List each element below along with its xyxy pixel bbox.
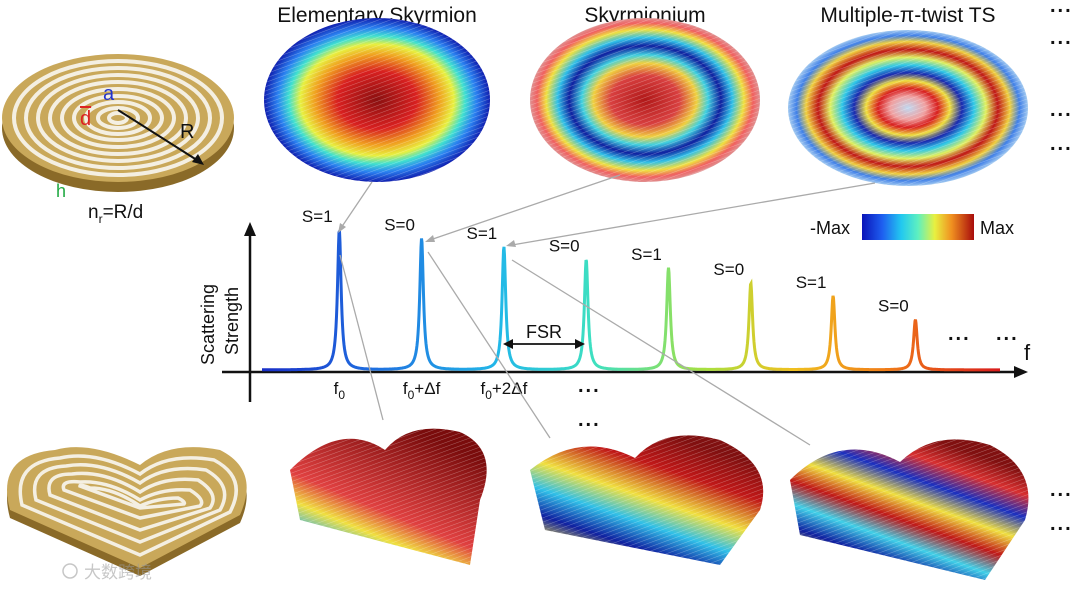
heart-skyrmion-texture-image bbox=[290, 428, 487, 565]
skyrmionium-texture-image bbox=[530, 18, 760, 182]
multi-twist-texture-image bbox=[788, 30, 1028, 186]
y-axis-title-line1: Scattering bbox=[198, 284, 218, 365]
colorbar bbox=[862, 214, 974, 240]
ellipsis-top-4: ... bbox=[1050, 133, 1073, 155]
watermark: 大数跨境 bbox=[62, 563, 152, 582]
ellipsis-bottom-1: ... bbox=[1050, 479, 1073, 501]
heart-spiral-illustration bbox=[7, 447, 247, 576]
x-tick-label-2: f0+Δf bbox=[403, 379, 441, 402]
connector-arrowheads bbox=[338, 223, 516, 247]
watermark-text: 大数跨境 bbox=[84, 563, 152, 582]
peak-label-5: S=1 bbox=[631, 245, 662, 264]
label-R: R bbox=[180, 121, 194, 143]
peak-label-2: S=0 bbox=[384, 215, 415, 234]
x-tick-label-1: f0 bbox=[334, 379, 346, 402]
peak-label-7: S=1 bbox=[796, 273, 827, 292]
peak-label-4: S=0 bbox=[549, 236, 580, 255]
fsr-label: FSR bbox=[526, 322, 562, 342]
ellipsis-top-3: ... bbox=[1050, 99, 1073, 121]
x-axis-arrow bbox=[1014, 366, 1028, 378]
ellipsis-chart-right-2: ... bbox=[996, 323, 1019, 345]
peak-label-8: S=0 bbox=[878, 297, 909, 316]
colorbar-max-label: Max bbox=[980, 218, 1014, 238]
spectrum-line bbox=[262, 230, 1000, 372]
ellipsis-top-2: ... bbox=[1050, 27, 1073, 49]
peak-label-3: S=1 bbox=[467, 224, 498, 243]
connector-arrows bbox=[339, 174, 876, 446]
heart-multi-twist-texture-image bbox=[790, 439, 1029, 580]
title-elementary-skyrmion: Elementary Skyrmion bbox=[277, 4, 477, 27]
label-a: a bbox=[103, 83, 115, 105]
ellipsis-chart-below-1: ... bbox=[578, 375, 601, 397]
ellipsis-bottom-2: ... bbox=[1050, 513, 1073, 535]
ellipsis-chart-below-2: ... bbox=[578, 409, 601, 431]
ellipsis-chart-right-1: ... bbox=[948, 323, 971, 345]
spectrum-chart: S=1 S=0 S=1 S=0 S=1 S=0 S=1 S=0 f0 f0+Δf f0+2Δf bbox=[222, 207, 1028, 402]
x-axis-title: f bbox=[1024, 340, 1031, 365]
y-axis-arrow bbox=[244, 222, 256, 236]
peak-label-1: S=1 bbox=[302, 207, 333, 226]
peak-label-6: S=0 bbox=[713, 260, 744, 279]
colorbar-min-label: -Max bbox=[810, 218, 850, 238]
spiral-disk-illustration bbox=[2, 54, 234, 192]
label-h: h bbox=[56, 181, 66, 201]
title-multiple-pi-twist: Multiple-π-twist TS bbox=[820, 4, 995, 27]
x-tick-label-3: f0+2Δf bbox=[480, 379, 527, 402]
skyrmion-texture-image bbox=[264, 18, 490, 182]
y-axis-title-line2: Strength bbox=[222, 287, 242, 355]
formula-nr: nr=R/d bbox=[88, 202, 143, 226]
heart-skyrmionium-texture-image bbox=[530, 435, 764, 565]
label-d: d bbox=[80, 108, 91, 130]
fsr-annotation bbox=[503, 339, 585, 349]
ellipsis-top-1: ... bbox=[1050, 0, 1073, 17]
